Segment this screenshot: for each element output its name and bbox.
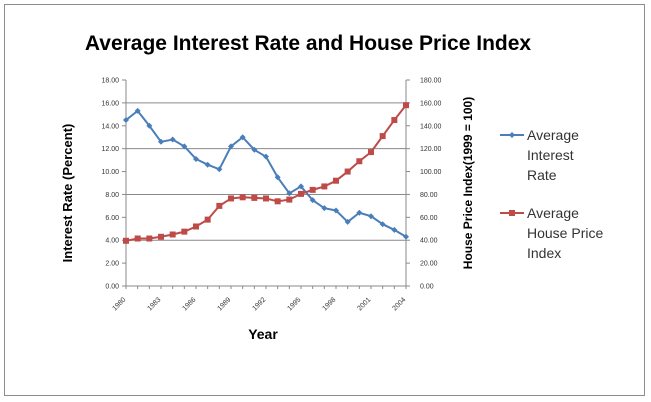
series-1-point	[181, 143, 188, 150]
y-left-tick-label: 8.00	[105, 192, 119, 199]
series-1-point	[216, 166, 223, 173]
series-2-point	[298, 190, 304, 197]
x-tick-label: 2004	[391, 296, 407, 312]
x-tick-label: 1983	[146, 296, 162, 312]
series-1-point	[344, 218, 351, 225]
series-1-point	[239, 134, 246, 141]
series-1-point	[169, 136, 176, 143]
y-right-tick-label: 40.00	[420, 238, 438, 245]
x-axis-ticks: 1980 1983 1986 1989 1992 1995 1998 2001 2004	[111, 286, 407, 312]
series-2-point	[251, 194, 258, 201]
series-1-point	[134, 107, 141, 114]
right-axis-ticks: 0.00 20.00 40.00 60.00 80.00 100.00 120.00 140.…	[406, 78, 442, 291]
series-1-point	[321, 205, 328, 212]
series-1-point	[403, 233, 409, 240]
y-left-tick-label: 0.00	[105, 284, 119, 291]
chart-title: Average Interest Rate and House Price In…	[85, 32, 532, 55]
series-line-2	[125, 104, 407, 242]
y-left-tick-label: 2.00	[105, 261, 119, 268]
series-1-point	[379, 221, 386, 228]
y-left-tick-label: 4.00	[105, 238, 119, 245]
series-1-point	[298, 183, 304, 190]
series-1-point	[368, 213, 374, 220]
series-layer	[123, 102, 409, 244]
left-axis-ticks: 0.00 2.00 4.00 6.00 8.00 10.00 12.00 14.00 16.00…	[101, 78, 126, 291]
series-2-point	[274, 198, 281, 205]
series-2-point	[391, 117, 398, 124]
y-left-tick-label: 6.00	[105, 215, 119, 222]
series-2-point	[228, 195, 234, 202]
legend-label-2: Average House Price Index	[527, 205, 603, 261]
series-2-point	[379, 133, 386, 140]
series-2-point	[204, 216, 211, 223]
y-right-tick-label: 120.00	[420, 146, 442, 153]
y-left-tick-label: 10.00	[101, 169, 119, 176]
series-1-point	[158, 138, 164, 145]
x-tick-label: 1995	[286, 296, 302, 312]
x-tick-label: 1980	[111, 296, 127, 312]
series-2-point	[193, 223, 199, 230]
y-right-tick-label: 0.00	[420, 284, 434, 291]
x-tick-label: 1998	[321, 296, 337, 312]
x-tick-label: 2001	[356, 296, 372, 312]
y-right-tick-label: 160.00	[420, 100, 442, 107]
axes	[125, 80, 407, 287]
series-line-1	[125, 109, 407, 238]
y-left-tick-label: 18.00	[101, 78, 119, 85]
series-2-point	[321, 183, 328, 190]
series-2-point	[403, 102, 409, 109]
y-right-tick-label: 20.00	[420, 261, 438, 268]
y-axis-left-label: Interest Rate (Percent)	[60, 124, 75, 263]
series-2-point	[263, 195, 269, 202]
series-2-point	[309, 186, 316, 193]
series-2-point	[158, 233, 164, 240]
series-1-point	[333, 207, 339, 214]
series-2-point	[239, 194, 246, 201]
y-left-tick-label: 16.00	[101, 100, 119, 107]
y-right-tick-label: 140.00	[420, 123, 442, 130]
legend-label-1: Average Interest Rate	[527, 127, 579, 183]
series-1-point	[146, 122, 153, 129]
gridlines	[126, 102, 406, 241]
x-tick-label: 1986	[181, 296, 197, 312]
series-2-point	[333, 177, 339, 184]
series-2-point	[169, 231, 176, 238]
series-2-point	[344, 168, 351, 175]
y-right-tick-label: 80.00	[420, 192, 438, 199]
x-tick-label: 1989	[216, 296, 232, 312]
legend: Average Interest Rate Average House Price Ind…	[500, 127, 603, 261]
y-right-tick-label: 100.00	[420, 169, 442, 176]
series-1-point	[391, 226, 398, 233]
legend-marker-1	[509, 132, 515, 138]
series-1-point	[193, 155, 199, 162]
series-2-point	[134, 235, 141, 242]
series-1-point	[123, 117, 129, 124]
series-2-point	[216, 202, 223, 209]
series-2-point	[146, 235, 153, 242]
chart-frame	[4, 4, 645, 396]
series-1-point	[309, 197, 316, 204]
series-1-point	[251, 146, 258, 153]
series-1-point	[228, 143, 234, 150]
series-1-point	[356, 209, 363, 216]
y-axis-right-label: House Price Index(1999 = 100)	[461, 97, 475, 269]
series-1-point	[204, 161, 211, 168]
series-2-point	[368, 149, 374, 156]
series-2-point	[356, 158, 363, 165]
series-2-point	[286, 196, 293, 203]
y-left-tick-label: 14.00	[101, 123, 119, 130]
series-1-point	[263, 153, 269, 160]
series-1-point	[286, 190, 293, 197]
legend-marker-2	[509, 210, 515, 216]
y-right-tick-label: 180.00	[420, 78, 442, 85]
series-1-point	[274, 174, 281, 181]
y-left-tick-label: 12.00	[101, 146, 119, 153]
x-axis-label: Year	[248, 326, 278, 342]
series-2-point	[181, 228, 188, 235]
series-2-point	[123, 237, 129, 244]
y-right-tick-label: 60.00	[420, 215, 438, 222]
x-tick-label: 1992	[251, 296, 267, 312]
